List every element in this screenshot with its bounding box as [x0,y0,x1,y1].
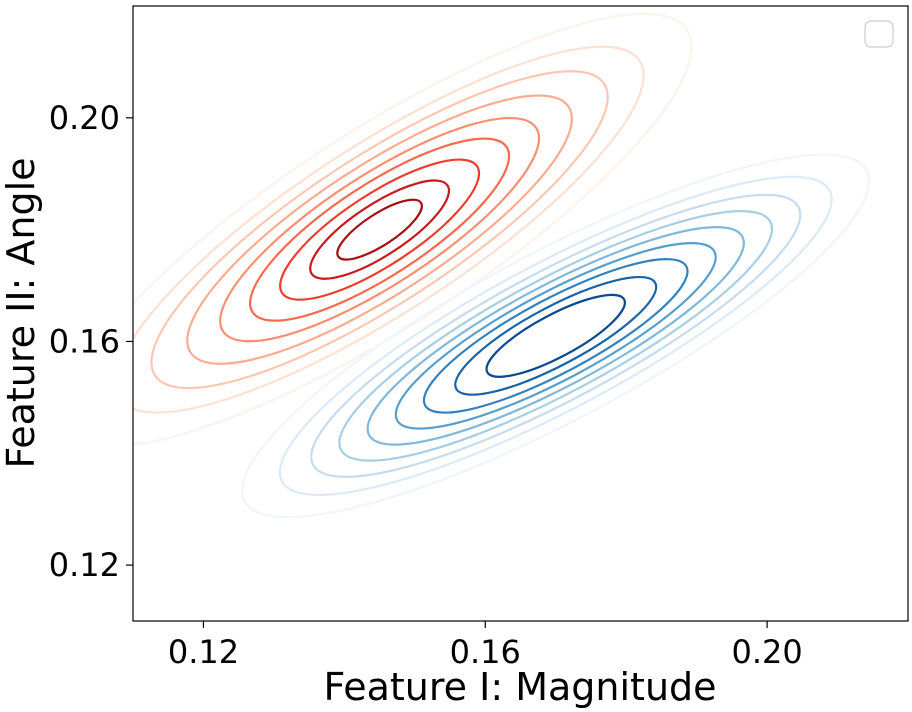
contour-blues-level-1 [241,153,871,519]
contour-blues-level-3 [310,193,802,478]
contour-blues-level-5 [366,226,745,446]
contour-reds-level-3 [150,70,609,390]
contour-blues-level-6 [394,242,717,430]
x-tick-label: 0.16 [450,633,521,671]
x-tick-label: 0.20 [731,633,802,671]
contour-reds-level-5 [219,116,541,343]
contour-layer [133,12,871,519]
contour-blues-level-7 [422,258,689,414]
contour-reds-level-4 [186,94,573,365]
contour-blues-level-9 [485,293,626,378]
contour-blues-level-2 [278,175,833,497]
y-axis-label: Feature II: Angle [0,157,43,468]
y-tick-label: 0.16 [49,322,120,360]
tick-layer: 0.12 0.16 0.20 0.12 0.16 0.20 [49,99,803,671]
contour-reds-level-9 [336,198,423,261]
plot-frame [132,5,909,622]
x-axis-label: Feature I: Magnitude [323,665,716,709]
x-tick-label: 0.12 [168,633,239,671]
contour-blues-level-4 [338,210,774,462]
contour-reds-level-2 [133,45,645,414]
contour-reds-level-7 [279,158,481,301]
contour-reds-level-1 [133,12,693,447]
contour-reds-level-6 [249,137,511,322]
y-tick-label: 0.12 [49,546,120,584]
y-tick-label: 0.20 [49,99,120,137]
contour-blues-level-8 [454,275,658,396]
contour-reds-level-8 [309,179,451,280]
legend-box [864,20,894,48]
